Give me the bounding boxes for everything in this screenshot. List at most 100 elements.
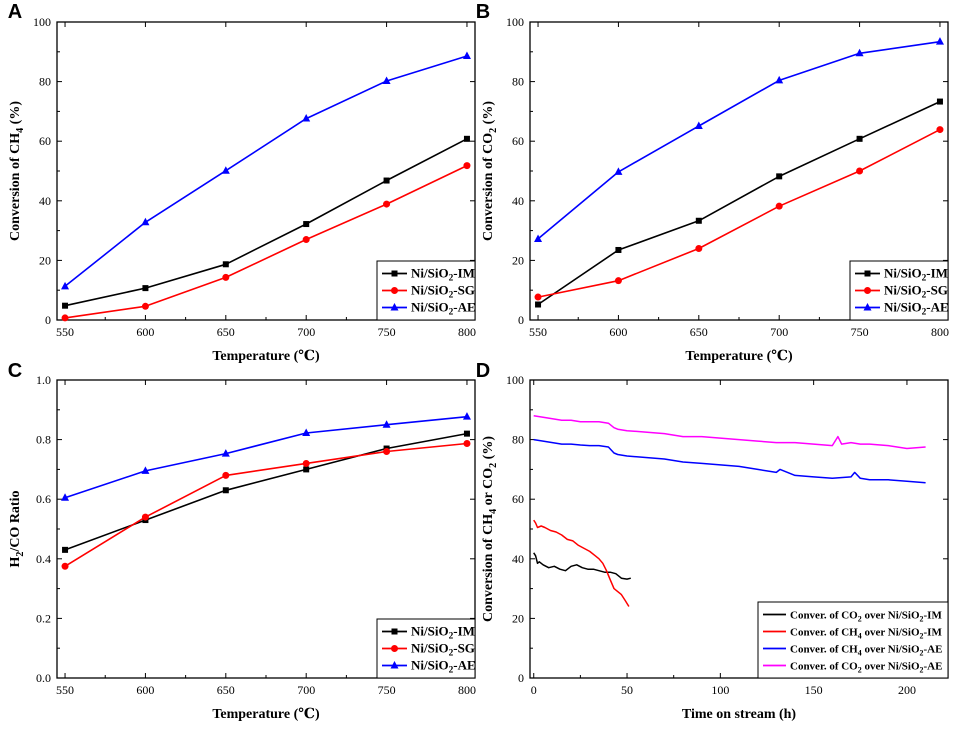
x-tick-label: 750 bbox=[851, 325, 869, 339]
legend-marker-triangle bbox=[390, 661, 399, 669]
legend-entry: Ni/SiO2​-AE bbox=[411, 658, 476, 676]
data-point-square bbox=[535, 301, 542, 308]
data-point-circle bbox=[222, 471, 230, 479]
x-axis-label: Time on stream (h) bbox=[682, 707, 797, 722]
series-line-2 bbox=[537, 128, 941, 298]
legend-entry: Conver. of CH4​ over Ni/SiO2​-IM bbox=[790, 627, 942, 641]
series-line-1 bbox=[64, 432, 468, 551]
data-point-square bbox=[615, 246, 622, 253]
legend-entry: Conver. of CO2​ over Ni/SiO2​-AE bbox=[790, 661, 942, 675]
y-tick-label: 60 bbox=[512, 492, 524, 506]
series-line-1 bbox=[537, 100, 941, 306]
x-tick-label: 550 bbox=[56, 325, 74, 339]
data-point-triangle bbox=[61, 281, 70, 290]
legend-marker-square bbox=[391, 270, 398, 277]
legend-entry: Ni/SiO2​-SG bbox=[884, 283, 948, 301]
x-tick-label: 700 bbox=[770, 325, 788, 339]
chart-panel-b: 550 600 650 700 750 800 0 20 40 60 80 100 Temperatur… bbox=[476, 1, 949, 364]
y-axis-label: Conversion of CH4​ or CO2​ (%) bbox=[481, 436, 499, 622]
legend-marker-triangle bbox=[863, 303, 872, 311]
data-point-square bbox=[856, 135, 863, 142]
data-point-circle bbox=[61, 314, 69, 322]
y-tick-label: 20 bbox=[39, 253, 51, 267]
y-tick-label: 80 bbox=[512, 75, 524, 89]
data-point-triangle bbox=[614, 167, 623, 175]
panel-label: C bbox=[8, 360, 22, 382]
legend-entry: Ni/SiO2​-IM bbox=[884, 266, 948, 284]
x-tick-label: 550 bbox=[56, 683, 74, 697]
data-point-square bbox=[62, 546, 69, 553]
legend-entry: Ni/SiO2​-IM bbox=[411, 266, 475, 284]
data-point-square bbox=[463, 430, 470, 437]
x-tick-label: 150 bbox=[805, 683, 823, 697]
y-tick-label: 40 bbox=[512, 552, 524, 566]
y-tick-label: 0.8 bbox=[36, 433, 51, 447]
data-point-circle bbox=[222, 273, 230, 281]
y-tick-label: 40 bbox=[39, 194, 51, 208]
data-point-triangle bbox=[221, 449, 230, 457]
series-line-1 bbox=[533, 552, 631, 580]
y-axis-label: Conversion of CO2​ (%) bbox=[481, 101, 499, 241]
data-point-circle bbox=[383, 200, 391, 208]
chart-panel-d: 0 50 100 150 200 0 20 40 60 80 100 Time on stream (… bbox=[476, 360, 949, 722]
series-line-3 bbox=[533, 438, 926, 484]
data-point-triangle bbox=[935, 37, 944, 45]
y-tick-label: 0.4 bbox=[36, 552, 51, 566]
panel-label: A bbox=[8, 1, 22, 23]
data-point-square bbox=[463, 135, 470, 142]
y-axis-label: Conversion of CH4​ (%) bbox=[8, 101, 26, 241]
data-point-circle bbox=[695, 244, 703, 252]
y-tick-label: 0.0 bbox=[36, 671, 51, 685]
data-point-triangle bbox=[141, 466, 150, 474]
x-tick-label: 650 bbox=[690, 325, 708, 339]
data-point-square bbox=[936, 98, 943, 105]
data-point-triangle bbox=[855, 48, 864, 57]
series-line-2 bbox=[64, 442, 468, 567]
y-tick-label: 0.2 bbox=[36, 611, 51, 625]
y-tick-label: 0 bbox=[45, 313, 51, 327]
y-tick-label: 100 bbox=[506, 373, 524, 387]
data-point-circle bbox=[614, 277, 622, 285]
y-tick-label: 60 bbox=[512, 134, 524, 148]
x-tick-label: 700 bbox=[297, 683, 315, 697]
y-axis-label: H2​/CO Ratio bbox=[8, 491, 26, 568]
x-tick-label: 650 bbox=[217, 683, 235, 697]
chart-panel-c: 550 600 650 700 750 800 0.0 0.2 0.4 0.6 0.8 1.0 Temp… bbox=[8, 360, 476, 722]
data-point-triangle bbox=[141, 217, 150, 226]
data-point-square bbox=[142, 285, 149, 292]
data-point-circle bbox=[936, 126, 944, 134]
y-tick-label: 80 bbox=[512, 433, 524, 447]
data-point-square bbox=[62, 302, 69, 309]
data-point-triangle bbox=[302, 114, 311, 122]
panel-label: B bbox=[476, 1, 490, 23]
data-point-circle bbox=[302, 236, 310, 244]
data-point-triangle bbox=[61, 493, 70, 501]
legend-entry: Ni/SiO2​-AE bbox=[411, 300, 476, 318]
series-line-4 bbox=[533, 415, 926, 450]
data-point-circle bbox=[463, 439, 471, 447]
legend-entry: Ni/SiO2​-IM bbox=[411, 624, 475, 642]
data-point-circle bbox=[534, 293, 542, 301]
x-tick-label: 600 bbox=[136, 683, 154, 697]
x-axis-label: Temperature (℃) bbox=[212, 707, 320, 722]
data-point-triangle bbox=[302, 428, 311, 437]
legend bbox=[757, 601, 949, 679]
data-point-circle bbox=[141, 302, 149, 310]
x-tick-label: 550 bbox=[529, 325, 547, 339]
x-tick-label: 50 bbox=[621, 683, 633, 697]
series-line-3 bbox=[64, 415, 468, 499]
x-tick-label: 0 bbox=[531, 683, 537, 697]
legend-marker-triangle bbox=[390, 303, 399, 311]
legend-marker-circle bbox=[391, 645, 398, 652]
x-axis-label: Temperature (℃) bbox=[212, 349, 320, 364]
series-line-2 bbox=[533, 519, 630, 607]
legend-entry: Ni/SiO2​-SG bbox=[411, 641, 475, 659]
x-tick-label: 750 bbox=[378, 325, 396, 339]
data-point-circle bbox=[383, 448, 391, 456]
y-tick-label: 0.6 bbox=[36, 492, 51, 506]
y-tick-label: 100 bbox=[506, 15, 524, 29]
legend-marker-circle bbox=[391, 287, 398, 294]
legend-marker-square bbox=[391, 628, 398, 635]
data-point-triangle bbox=[462, 51, 471, 59]
